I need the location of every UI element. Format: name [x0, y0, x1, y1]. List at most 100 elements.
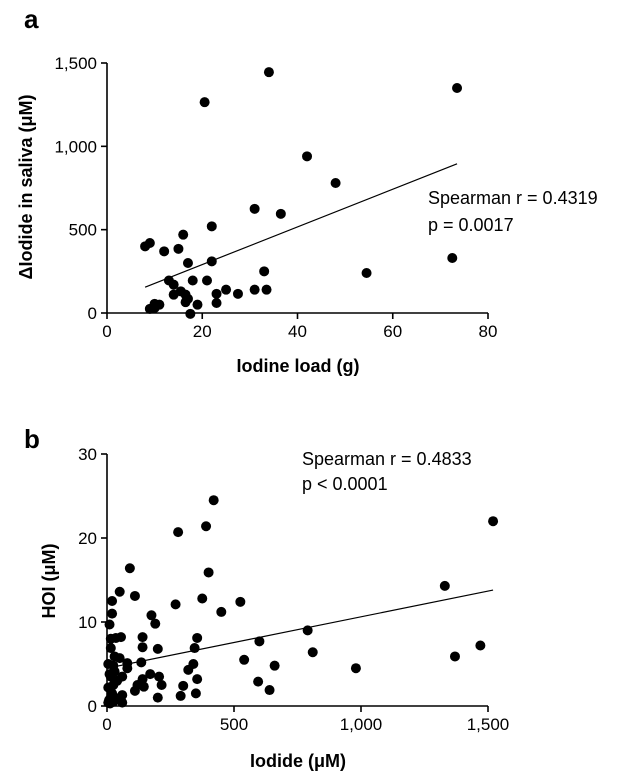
x-tick-label: 40 [288, 322, 307, 341]
data-point [264, 685, 275, 696]
data-point [192, 299, 203, 310]
panel-a-x-axis-title: Iodine load (g) [237, 356, 360, 376]
y-tick-label: 20 [78, 529, 97, 548]
panel-a-label: a [24, 4, 39, 34]
data-point [129, 685, 140, 696]
data-point [178, 680, 189, 691]
panel-b: b 0 500 1,000 1,500 0 10 20 30 Spearman r = 0.4… [24, 424, 509, 771]
panel-a-p-value: p = 0.0017 [428, 215, 514, 235]
data-point [107, 596, 118, 606]
data-point [180, 297, 191, 308]
x-tick-label: 0 [102, 322, 111, 341]
x-tick-label: 0 [102, 715, 111, 734]
data-point [178, 229, 189, 240]
data-point [182, 258, 193, 268]
data-point [124, 563, 135, 574]
data-point [275, 208, 286, 219]
panel-a-y-axis-title: ΔIodide in saliva (μM) [16, 95, 36, 280]
data-point [269, 660, 280, 671]
data-point [146, 610, 157, 621]
data-point [156, 680, 167, 690]
data-point [350, 663, 361, 674]
data-point [239, 654, 250, 665]
data-point [254, 636, 265, 647]
data-point [185, 308, 196, 319]
data-point [263, 67, 274, 78]
x-tick-label: 20 [193, 322, 212, 341]
panel-a-axes: 0 20 40 60 80 0 500 1,000 1,500 [54, 54, 497, 341]
data-point [152, 692, 163, 703]
panel-a-trendline [144, 163, 458, 288]
data-point [197, 593, 208, 604]
data-point [206, 221, 217, 232]
data-point [216, 606, 227, 617]
panel-b-spearman-r: Spearman r = 0.4833 [302, 449, 472, 469]
x-tick-label: 1,000 [340, 715, 383, 734]
data-point [199, 97, 210, 108]
panel-a-spearman-r: Spearman r = 0.4319 [428, 188, 598, 208]
data-point [114, 586, 125, 597]
data-point [232, 288, 243, 299]
data-point [154, 671, 165, 682]
data-point [235, 596, 246, 607]
data-point [117, 697, 128, 708]
data-point [105, 643, 116, 654]
data-point [249, 203, 260, 214]
y-tick-label: 30 [78, 445, 97, 464]
data-point [159, 246, 170, 257]
data-point [152, 643, 163, 654]
data-point [104, 619, 115, 630]
data-point [307, 647, 318, 658]
data-point [211, 298, 222, 308]
data-point [107, 608, 118, 619]
x-tick-label: 500 [220, 715, 248, 734]
x-tick-label: 80 [479, 322, 498, 341]
data-point [129, 590, 140, 601]
y-tick-label: 10 [78, 613, 97, 632]
data-point [302, 151, 313, 162]
panel-b-p-value: p < 0.0001 [302, 474, 388, 494]
x-tick-label: 1,500 [467, 715, 510, 734]
data-point [439, 580, 450, 591]
panel-a-points [140, 67, 463, 319]
y-tick-label: 0 [88, 304, 97, 323]
data-point [447, 253, 458, 263]
data-point [108, 696, 119, 707]
data-point [201, 521, 212, 532]
y-tick-label: 0 [88, 697, 97, 716]
data-point [168, 279, 179, 290]
panel-b-points [103, 495, 499, 709]
x-tick-label: 60 [383, 322, 402, 341]
panel-b-axes: 0 500 1,000 1,500 0 10 20 30 [78, 445, 509, 734]
data-point [202, 275, 213, 286]
data-point [170, 599, 181, 610]
data-point [138, 681, 149, 692]
data-point [109, 651, 120, 662]
y-tick-label: 500 [69, 221, 97, 240]
data-point [183, 664, 194, 675]
data-point [168, 289, 179, 300]
data-point [203, 567, 214, 578]
data-point [144, 238, 155, 248]
data-point [192, 632, 203, 643]
data-point [137, 642, 148, 653]
data-point [452, 83, 463, 93]
data-point [115, 632, 126, 643]
data-point [192, 674, 203, 685]
data-point [221, 284, 232, 295]
data-point [475, 640, 486, 651]
data-point [175, 690, 186, 701]
panel-a: a 0 20 40 60 80 0 500 1,000 1,500 Spearman r = 0… [16, 4, 598, 376]
y-tick-label: 1,500 [54, 54, 97, 73]
data-point [249, 284, 260, 295]
data-point [261, 284, 272, 295]
y-tick-label: 1,000 [54, 137, 97, 156]
data-point [187, 275, 198, 286]
data-point [361, 268, 372, 278]
data-point [211, 288, 222, 299]
panel-b-x-axis-title: Iodide (μM) [250, 751, 346, 771]
data-point [488, 516, 499, 527]
data-point [449, 651, 460, 662]
data-point [137, 632, 148, 643]
data-point [253, 676, 264, 687]
